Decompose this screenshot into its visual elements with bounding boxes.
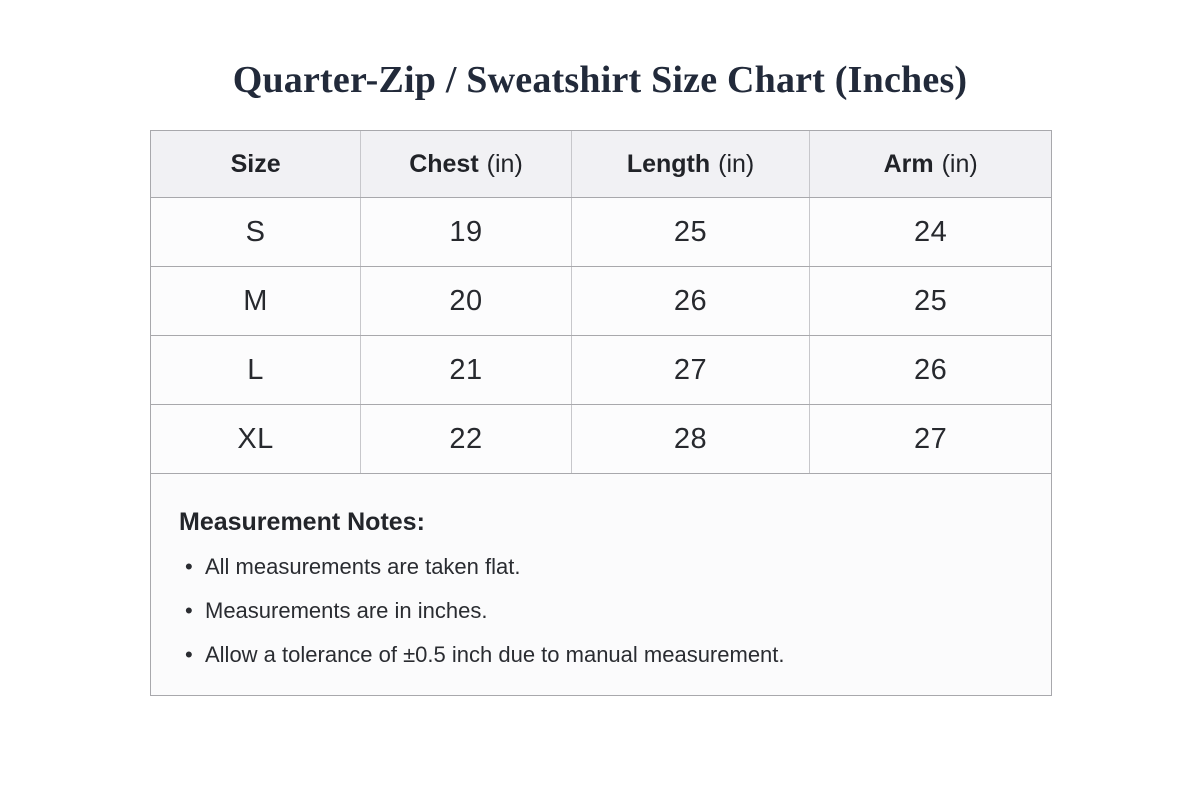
size-chart-panel: Size Chest (in) Length (in) Arm (in) S — [150, 130, 1052, 697]
chest-cell: 21 — [360, 335, 572, 405]
length-cell: 26 — [570, 266, 810, 336]
chest-cell: 20 — [360, 266, 572, 336]
size-cell: L — [151, 335, 361, 405]
size-cell: M — [151, 266, 361, 336]
column-header-arm: Arm (in) — [809, 131, 1051, 198]
length-cell: 25 — [570, 197, 810, 267]
note-item: All measurements are taken flat. — [179, 552, 1023, 581]
chest-cell: 19 — [360, 197, 572, 267]
notes-section: Measurement Notes: All measurements are … — [151, 474, 1051, 696]
note-item: Allow a tolerance of ±0.5 inch due to ma… — [179, 640, 1023, 669]
chest-cell: 22 — [360, 404, 572, 474]
column-header-chest: Chest (in) — [360, 131, 572, 198]
column-header-label: Length — [626, 149, 711, 178]
column-header-size: Size — [151, 131, 361, 198]
notes-title: Measurement Notes: — [179, 508, 425, 536]
page-title: Quarter-Zip / Sweatshirt Size Chart (Inc… — [232, 59, 968, 101]
size-table: Size Chest (in) Length (in) Arm (in) S — [151, 131, 1051, 474]
column-header-length: Length (in) — [570, 131, 810, 198]
column-header-unit: (in) — [941, 149, 978, 178]
arm-cell: 25 — [809, 266, 1051, 336]
length-cell: 27 — [570, 335, 810, 405]
table-row-xl: XL 22 28 27 — [151, 404, 1051, 474]
arm-cell: 26 — [809, 335, 1051, 405]
column-header-label: Size — [230, 149, 281, 178]
column-header-unit: (in) — [486, 149, 523, 178]
table-row-l: L 21 27 26 — [151, 335, 1051, 405]
length-cell: 28 — [570, 404, 810, 474]
column-header-unit: (in) — [718, 149, 755, 178]
table-row-s: S 19 25 24 — [151, 197, 1051, 267]
arm-cell: 24 — [809, 197, 1051, 267]
size-cell: S — [151, 197, 361, 267]
table-header-row: Size Chest (in) Length (in) Arm (in) — [151, 131, 1051, 198]
table-row-m: M 20 26 25 — [151, 266, 1051, 336]
column-header-label: Chest — [409, 149, 479, 178]
notes-list: All measurements are taken flat. Measure… — [179, 552, 1023, 669]
column-header-label: Arm — [883, 149, 934, 178]
note-item: Measurements are in inches. — [179, 596, 1023, 625]
size-cell: XL — [151, 404, 361, 474]
arm-cell: 27 — [809, 404, 1051, 474]
